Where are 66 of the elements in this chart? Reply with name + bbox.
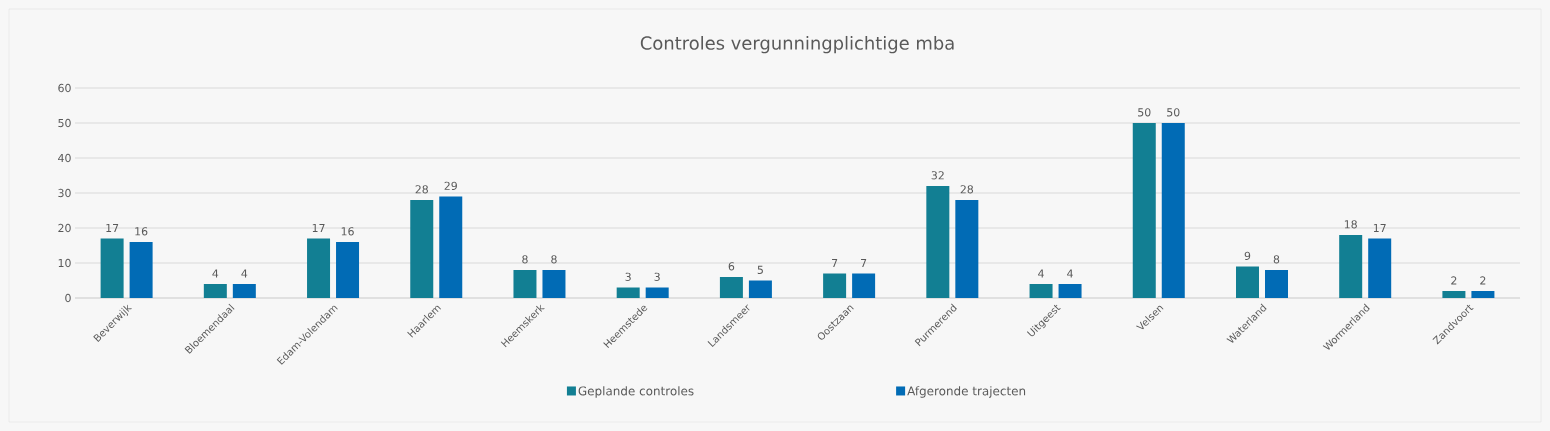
bar [1442, 291, 1466, 298]
legend-label: Afgeronde trajecten [907, 386, 1026, 398]
bar [823, 273, 847, 298]
y-tick-label: 30 [58, 188, 71, 198]
data-label: 17 [1373, 224, 1386, 232]
data-label: 7 [861, 259, 867, 267]
data-label: 6 [728, 262, 735, 271]
bar [410, 200, 434, 298]
chart-title: Controles vergunningplichtige mba [640, 35, 954, 54]
bar [203, 284, 227, 298]
data-label: 17 [106, 224, 119, 232]
data-label: 4 [1067, 269, 1073, 278]
bar [1029, 284, 1053, 298]
data-label: 4 [241, 269, 248, 278]
bar [1368, 238, 1392, 298]
bar [439, 196, 463, 298]
bar [513, 270, 537, 298]
data-label: 28 [960, 185, 974, 194]
bar [1161, 123, 1185, 298]
y-tick-label: 60 [58, 83, 71, 93]
data-label: 4 [1038, 269, 1044, 278]
bar [645, 287, 669, 298]
data-label: 7 [832, 259, 838, 267]
bar [1058, 284, 1082, 298]
bar [748, 280, 772, 298]
y-tick-label: 20 [58, 223, 71, 233]
data-label: 4 [212, 269, 219, 278]
data-label: 18 [1344, 220, 1357, 229]
data-label: 8 [522, 255, 528, 264]
bar [542, 270, 566, 298]
data-label: 2 [1451, 276, 1457, 285]
bar [1339, 235, 1363, 298]
data-label: 50 [1167, 108, 1180, 117]
legend-label: Geplande controles [578, 386, 694, 398]
data-label: 5 [757, 265, 763, 274]
bar [336, 242, 360, 298]
data-label: 3 [625, 272, 631, 281]
bar [100, 238, 124, 298]
data-label: 2 [1480, 276, 1486, 285]
data-label: 32 [931, 171, 944, 180]
bar [1471, 291, 1495, 298]
y-tick-label: 40 [58, 153, 71, 163]
data-label: 3 [654, 272, 660, 281]
bar [1132, 123, 1156, 298]
y-tick-label: 50 [58, 118, 71, 128]
data-label: 8 [1273, 255, 1280, 264]
y-tick-label: 10 [58, 258, 71, 268]
bar [1264, 270, 1288, 298]
y-tick-label: 0 [65, 293, 71, 303]
bar [955, 200, 979, 298]
data-label: 9 [1244, 251, 1251, 260]
bar [1235, 266, 1259, 298]
data-label: 28 [415, 185, 428, 194]
data-label: 8 [551, 255, 557, 264]
bar [852, 273, 876, 298]
bar [719, 277, 743, 298]
bar [232, 284, 256, 298]
data-label: 16 [341, 227, 354, 236]
data-label: 17 [312, 224, 325, 232]
bar [616, 287, 640, 298]
bar [307, 238, 331, 298]
bar [926, 186, 950, 298]
bar [129, 242, 153, 298]
data-label: 29 [444, 181, 457, 190]
data-label: 50 [1138, 108, 1151, 117]
data-label: 16 [135, 227, 148, 236]
